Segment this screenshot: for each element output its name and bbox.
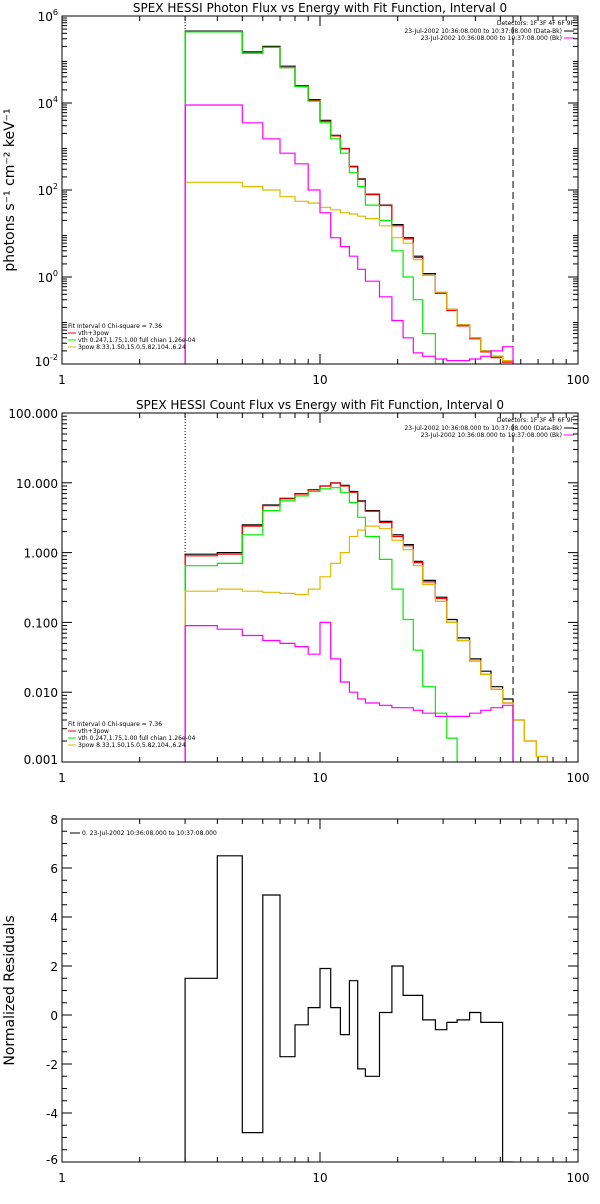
y-tick-label: 100.000 [8,407,58,421]
plot-frame [61,412,579,763]
x-tick-label: 10 [312,373,327,387]
y-tick-label: 0.010 [24,686,58,700]
y-tick-label: 106 [38,8,58,24]
y-tick-exponent: 0 [53,269,58,278]
legend-entry: vth 0.247,1.75,1.00 full chian 1.26e-04 [78,735,196,742]
legend-entry: 23-Jul-2002 10:36:08.000 to 10:37:08.000… [421,35,562,42]
panel-2: SPEX HESSI Count Flux vs Energy with Fit… [8,398,589,785]
y-tick-base: -6 [46,1153,58,1167]
y-tick-base: 2 [50,960,58,974]
series-line-vth [184,31,447,364]
y-tick-label: -2 [46,1058,58,1072]
series-line-bk [184,104,514,364]
x-tick-label: 10 [312,771,327,785]
y-tick-exponent: 6 [53,8,58,17]
x-tick-label: 1 [58,771,66,785]
panel-1: SPEX HESSI Photon Flux vs Energy with Fi… [2,1,590,387]
y-tick-base: 10 [38,97,53,111]
y-tick-base: 0.001 [24,753,58,767]
y-tick-label: 1.000 [24,547,58,561]
y-tick-label: 8 [50,813,58,827]
series-line-3pow [184,525,548,762]
legend-entry: 3pow 8.33,1.50,15.0,5.82,104.,6.24 [78,344,186,351]
plot-frame [61,15,579,365]
x-tick-label: 100 [567,1171,590,1185]
panel-3: 1 10 100 -6 -4 -2 0 2 4 6 8 Normalized Residuals 0. … [2,813,589,1185]
y-tick-label: 102 [38,182,58,198]
y-tick-base: 4 [50,911,58,925]
legend-fit-header: Fit Interval 0 Chi-square = 7.36 [68,721,162,728]
x-tick-label: 10 [312,1171,327,1185]
y-tick-base: 0.010 [24,686,58,700]
legend-detectors: Detectors: 1F 3F 4F 6F 9F [497,20,575,27]
series-line-vth-3pow [184,31,548,364]
series-line-data-bk [184,30,514,364]
legend-entry: 3pow 8.33,1.50,15.0,5.82,104.,6.24 [78,742,186,749]
y-tick-base: 8 [50,813,58,827]
y-tick-base: 10 [38,271,53,285]
legend-entry: 0. 23-Jul-2002 10:36:08.000 to 10:37:08.… [82,830,217,837]
y-tick-base: -2 [46,1058,58,1072]
y-tick-exponent: 4 [53,95,58,104]
legend-entry: 23-Jul-2002 10:36:08.000 to 10:37:08.000… [404,425,562,432]
y-tick-base: 6 [50,862,58,876]
y-tick-label: 4 [50,911,58,925]
x-tick-label: 1 [58,373,66,387]
legend-entry: vth+3pow [78,728,109,735]
y-tick-base: 10 [35,355,50,369]
series-group [184,855,513,1162]
y-tick-label: 10.000 [16,477,58,491]
y-tick-label: -6 [46,1153,58,1167]
y-axis-label: Normalized Residuals [2,915,18,1065]
series-group [184,482,548,762]
x-tick-label: 100 [567,771,590,785]
y-tick-label: 104 [38,95,58,111]
plot-frame [61,818,579,1163]
series-line-data-bk [184,482,514,762]
y-tick-label: 0.001 [24,753,58,767]
y-tick-label: 10-2 [35,353,58,369]
x-tick-label: 100 [567,373,590,387]
series-line-bk [184,621,514,762]
y-tick-base: 0.100 [24,616,58,630]
legend-entry: vth 0.247,1.75,1.00 full chian 1.26e-04 [78,337,196,344]
y-tick-exponent: -2 [50,353,58,362]
series-group [184,30,548,364]
y-tick-exponent: 2 [53,182,58,191]
series-line-vth-3pow [184,482,548,762]
y-tick-base: 100.000 [8,407,58,421]
chart-title: SPEX HESSI Photon Flux vs Energy with Fi… [133,1,507,15]
legend-entry: 23-Jul-2002 10:36:08.000 to 10:37:08.000… [421,432,562,439]
series-line-3pow [184,181,548,364]
y-tick-base: 10 [38,184,53,198]
legend-entry: vth+3pow [78,330,109,337]
y-tick-label: 0.100 [24,616,58,630]
y-axis-label: photons s⁻¹ cm⁻² keV⁻¹ [2,108,18,271]
y-tick-base: 1.000 [24,547,58,561]
y-tick-base: -4 [46,1107,58,1121]
legend-detectors: Detectors: 1F 3F 4F 6F 9F [497,417,575,424]
y-tick-label: 6 [50,862,58,876]
legend-entry: 23-Jul-2002 10:36:08.000 to 10:37:08.000… [404,28,562,35]
chart-title: SPEX HESSI Count Flux vs Energy with Fit… [136,398,504,412]
y-tick-base: 10 [38,10,53,24]
y-tick-label: 0 [50,1009,58,1023]
y-tick-base: 10.000 [16,477,58,491]
y-tick-base: 0 [50,1009,58,1023]
legend-fit-header: Fit Interval 0 Chi-square = 7.36 [68,323,162,330]
x-tick-label: 1 [58,1171,66,1185]
series-line-residuals [184,855,513,1162]
y-tick-label: 2 [50,960,58,974]
series-line-vth [184,487,471,762]
y-tick-label: -4 [46,1107,58,1121]
y-tick-label: 100 [38,269,58,285]
